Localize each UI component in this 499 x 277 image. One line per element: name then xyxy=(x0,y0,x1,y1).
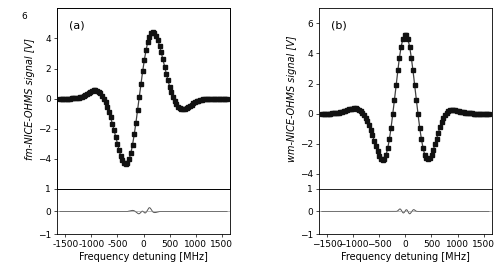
Y-axis label: fm-NICE-OHMS signal [V]: fm-NICE-OHMS signal [V] xyxy=(25,38,35,160)
X-axis label: Frequency detuning [MHz]: Frequency detuning [MHz] xyxy=(79,252,208,262)
X-axis label: Frequency detuning [MHz]: Frequency detuning [MHz] xyxy=(341,252,470,262)
Text: (a): (a) xyxy=(69,21,85,31)
Y-axis label: wm-NICE-OHMS signal [V]: wm-NICE-OHMS signal [V] xyxy=(287,35,297,162)
Text: 6: 6 xyxy=(21,12,27,22)
Text: (b): (b) xyxy=(331,21,347,31)
